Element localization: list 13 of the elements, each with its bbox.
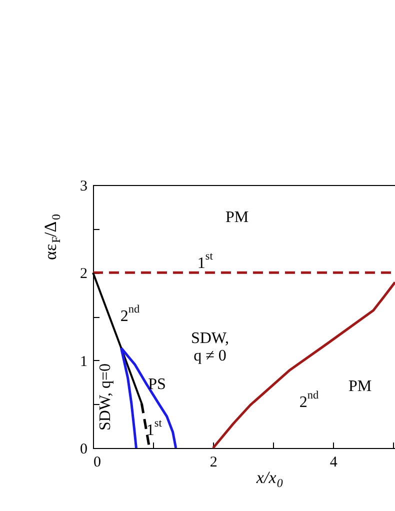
- x-tick-label: 0: [94, 454, 101, 470]
- y-tick-label: 0: [80, 442, 88, 458]
- annotation: PM: [225, 209, 249, 226]
- x-tick-label: 2: [210, 454, 218, 470]
- y-tick-label: 2: [80, 266, 88, 282]
- y-tick-label: 1: [80, 354, 88, 370]
- y-tick-label: 3: [80, 178, 88, 194]
- annotation: SDW, q ≠ 0: [190, 330, 230, 365]
- annotation: PS: [148, 376, 166, 393]
- x-tick-label: 4: [330, 454, 338, 470]
- annotation: SDW, q=0: [97, 363, 114, 431]
- annotation: PM: [348, 378, 372, 395]
- y-axis-title: αεF/Δ0: [41, 214, 64, 260]
